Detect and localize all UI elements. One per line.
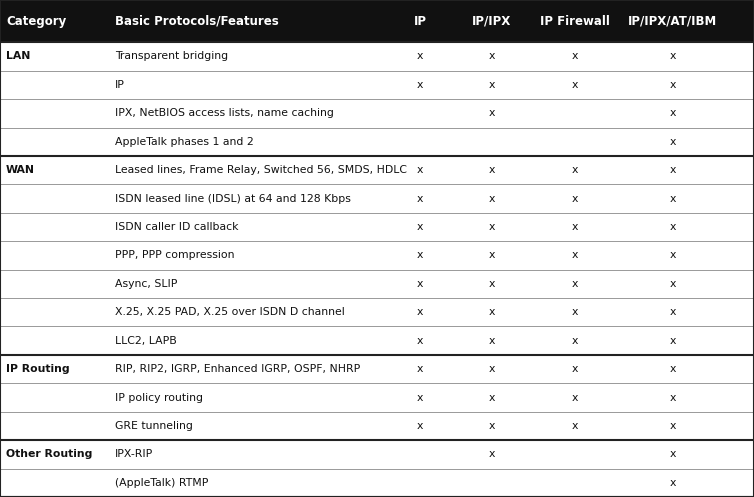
Bar: [0, 99, 754, 128]
Bar: [0, 469, 754, 497]
Text: X.25, X.25 PAD, X.25 over ISDN D channel: X.25, X.25 PAD, X.25 over ISDN D channel: [115, 307, 345, 317]
Text: x: x: [417, 222, 424, 232]
Text: Leased lines, Frame Relay, Switched 56, SMDS, HDLC: Leased lines, Frame Relay, Switched 56, …: [115, 165, 407, 175]
Bar: [0, 269, 754, 298]
Text: ISDN caller ID callback: ISDN caller ID callback: [115, 222, 239, 232]
Text: x: x: [572, 335, 578, 346]
Bar: [0, 241, 754, 269]
Bar: [0, 0, 754, 42]
Text: x: x: [417, 193, 424, 204]
Bar: [0, 298, 754, 327]
Bar: [0, 440, 754, 469]
Text: IP policy routing: IP policy routing: [115, 393, 204, 403]
Text: IP: IP: [414, 14, 427, 28]
Text: x: x: [670, 478, 676, 488]
Text: x: x: [489, 80, 495, 90]
Text: x: x: [489, 108, 495, 118]
Text: x: x: [417, 364, 424, 374]
Text: x: x: [670, 279, 676, 289]
Text: x: x: [572, 193, 578, 204]
Text: PPP, PPP compression: PPP, PPP compression: [115, 250, 234, 260]
Text: x: x: [670, 421, 676, 431]
Text: x: x: [572, 250, 578, 260]
Text: x: x: [670, 393, 676, 403]
Text: x: x: [489, 421, 495, 431]
Text: x: x: [670, 364, 676, 374]
Text: x: x: [489, 52, 495, 62]
Text: x: x: [417, 250, 424, 260]
Bar: [0, 71, 754, 99]
Text: x: x: [417, 335, 424, 346]
Text: x: x: [489, 335, 495, 346]
Text: x: x: [572, 421, 578, 431]
Bar: [0, 42, 754, 71]
Text: x: x: [417, 307, 424, 317]
Text: IP Firewall: IP Firewall: [540, 14, 610, 28]
Bar: [0, 128, 754, 156]
Text: x: x: [489, 364, 495, 374]
Text: x: x: [670, 165, 676, 175]
Bar: [0, 184, 754, 213]
Text: x: x: [572, 222, 578, 232]
Bar: [0, 156, 754, 184]
Text: x: x: [572, 165, 578, 175]
Text: x: x: [670, 80, 676, 90]
Text: x: x: [572, 307, 578, 317]
Text: GRE tunneling: GRE tunneling: [115, 421, 193, 431]
Text: ISDN leased line (IDSL) at 64 and 128 Kbps: ISDN leased line (IDSL) at 64 and 128 Kb…: [115, 193, 351, 204]
Text: x: x: [670, 108, 676, 118]
Bar: [0, 355, 754, 383]
Text: x: x: [572, 393, 578, 403]
Bar: [0, 327, 754, 355]
Text: IP/IPX/AT/IBM: IP/IPX/AT/IBM: [628, 14, 718, 28]
Text: x: x: [572, 279, 578, 289]
Text: (AppleTalk) RTMP: (AppleTalk) RTMP: [115, 478, 209, 488]
Text: x: x: [417, 52, 424, 62]
Text: x: x: [572, 80, 578, 90]
Text: x: x: [489, 307, 495, 317]
Text: x: x: [572, 364, 578, 374]
Bar: [0, 383, 754, 412]
Text: x: x: [670, 250, 676, 260]
Text: x: x: [417, 421, 424, 431]
Text: x: x: [489, 222, 495, 232]
Text: IP Routing: IP Routing: [6, 364, 69, 374]
Text: AppleTalk phases 1 and 2: AppleTalk phases 1 and 2: [115, 137, 254, 147]
Text: x: x: [670, 222, 676, 232]
Bar: [0, 412, 754, 440]
Text: Category: Category: [6, 14, 66, 28]
Text: LLC2, LAPB: LLC2, LAPB: [115, 335, 177, 346]
Text: x: x: [489, 193, 495, 204]
Text: x: x: [670, 193, 676, 204]
Text: x: x: [489, 165, 495, 175]
Text: x: x: [670, 52, 676, 62]
Text: x: x: [489, 250, 495, 260]
Text: x: x: [417, 165, 424, 175]
Text: x: x: [489, 393, 495, 403]
Text: RIP, RIP2, IGRP, Enhanced IGRP, OSPF, NHRP: RIP, RIP2, IGRP, Enhanced IGRP, OSPF, NH…: [115, 364, 360, 374]
Text: x: x: [417, 279, 424, 289]
Text: x: x: [572, 52, 578, 62]
Text: LAN: LAN: [6, 52, 30, 62]
Text: WAN: WAN: [6, 165, 35, 175]
Text: x: x: [670, 137, 676, 147]
Text: Basic Protocols/Features: Basic Protocols/Features: [115, 14, 279, 28]
Text: x: x: [670, 307, 676, 317]
Bar: [0, 213, 754, 241]
Text: Other Routing: Other Routing: [6, 449, 93, 459]
Text: x: x: [670, 335, 676, 346]
Text: x: x: [417, 80, 424, 90]
Text: Async, SLIP: Async, SLIP: [115, 279, 178, 289]
Text: IPX-RIP: IPX-RIP: [115, 449, 154, 459]
Text: IP/IPX: IP/IPX: [472, 14, 512, 28]
Text: x: x: [489, 449, 495, 459]
Text: x: x: [489, 279, 495, 289]
Text: Transparent bridging: Transparent bridging: [115, 52, 228, 62]
Text: x: x: [670, 449, 676, 459]
Text: IP: IP: [115, 80, 125, 90]
Text: IPX, NetBIOS access lists, name caching: IPX, NetBIOS access lists, name caching: [115, 108, 334, 118]
Text: x: x: [417, 393, 424, 403]
